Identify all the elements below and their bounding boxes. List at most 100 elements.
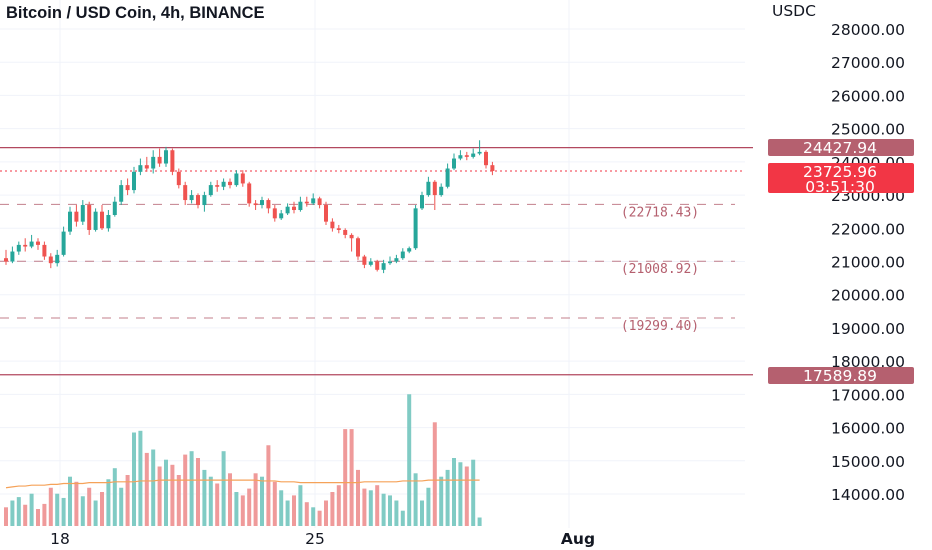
candle-body [477,151,482,154]
candle-body [356,238,360,257]
price-tick-label: 26000.00 [831,87,905,105]
price-axis: USDC28000.0027000.0026000.0025000.002400… [772,2,905,504]
volume-bar [464,466,469,526]
volume-bar [68,476,72,526]
candle-body [298,201,303,211]
volume-bar [42,503,47,526]
axis-currency-label: USDC [772,2,816,20]
volume-bar [208,476,213,526]
volume-bar [80,496,85,526]
candle-body [183,185,188,201]
volume-bar [336,485,341,526]
volume-bar [317,510,322,526]
fib-level-label: (19299.40) [621,319,699,334]
volume-bar [445,469,450,526]
price-levels: (22718.43) (21008.92) (19299.40) [0,146,753,376]
volume-bar [420,500,424,526]
candle-body [208,185,213,196]
volume-bar [439,476,444,526]
candle-body [420,195,424,209]
fib-level-label: (22718.43) [621,205,699,220]
candle-body [452,158,456,169]
candle-body [221,181,226,187]
price-tick-label: 21000.00 [831,254,905,272]
candle-body [292,206,296,211]
candle-body [484,151,488,166]
candle-body [458,155,463,159]
volume-bar [426,487,431,526]
candle-body [189,195,194,201]
volume-bar [55,493,60,526]
current-price-label: 23725.96 [803,163,877,181]
time-axis: 18 25 Aug [50,530,595,548]
volume-bar [10,500,15,526]
volume-moving-average [5,479,480,489]
volume-bar [87,487,92,526]
fib-level-label: (21008.92) [621,262,699,277]
candle-body [330,221,335,229]
current-price-label: 03:51:30 [805,178,875,196]
price-tick-label: 18000.00 [831,353,905,371]
volume-bar [260,476,264,526]
candle-body [381,263,386,270]
volume-bar [388,495,392,526]
volume-bar [189,451,194,526]
volume-bar [61,497,66,526]
candle-body [93,211,98,230]
volume-bar [362,488,367,526]
volume-bar [29,493,34,526]
candle-body [336,228,341,230]
candle-body [36,241,40,245]
volume-bar [375,485,380,526]
candle-body [74,211,79,222]
price-tick-label: 15000.00 [831,453,905,471]
candle-body [151,156,156,169]
time-tick-label: Aug [561,530,595,548]
resistance-price-badge [768,139,914,156]
volume-bar [183,454,188,526]
candle-body [432,181,437,196]
volume-bar [170,464,175,526]
candle-body [16,244,21,252]
candle-body [55,254,60,264]
candle-body [144,165,149,169]
volume-bar [138,430,143,526]
volume-bar [151,449,156,526]
candle-body [138,165,143,172]
candle-body [375,261,380,270]
candle-body [445,168,450,187]
candle-body [240,173,245,184]
candle-body [253,203,258,206]
volume-bar [106,479,111,526]
volume-bar [452,458,456,526]
volume-bar [48,487,53,526]
support-price-label: 17589.89 [803,367,877,385]
volume-bar [240,495,245,526]
candle-body [388,261,392,264]
candle-body [400,251,405,259]
candle-body [4,258,8,262]
volume-bar [458,462,463,526]
volume-bar [432,422,437,526]
candle-body [317,198,322,206]
candle-body [260,200,264,206]
volume-bar [266,445,271,526]
candle-body [10,251,15,262]
volume-bar [23,504,28,526]
resistance-price-label: 24427.94 [803,139,877,157]
candle-body [61,231,66,255]
candle-body [407,248,412,252]
candle-body [176,171,181,186]
volume-bar [4,507,8,526]
candle-body [228,181,232,186]
price-tick-label: 28000.00 [831,21,905,39]
candle-body [349,234,354,239]
price-tick-label: 25000.00 [831,121,905,139]
volume-bar [400,510,405,526]
candle-body [119,185,124,202]
candle-body [112,201,117,215]
price-tick-label: 20000.00 [831,287,905,305]
volume-bar [279,490,284,526]
volume-bar [132,432,136,526]
